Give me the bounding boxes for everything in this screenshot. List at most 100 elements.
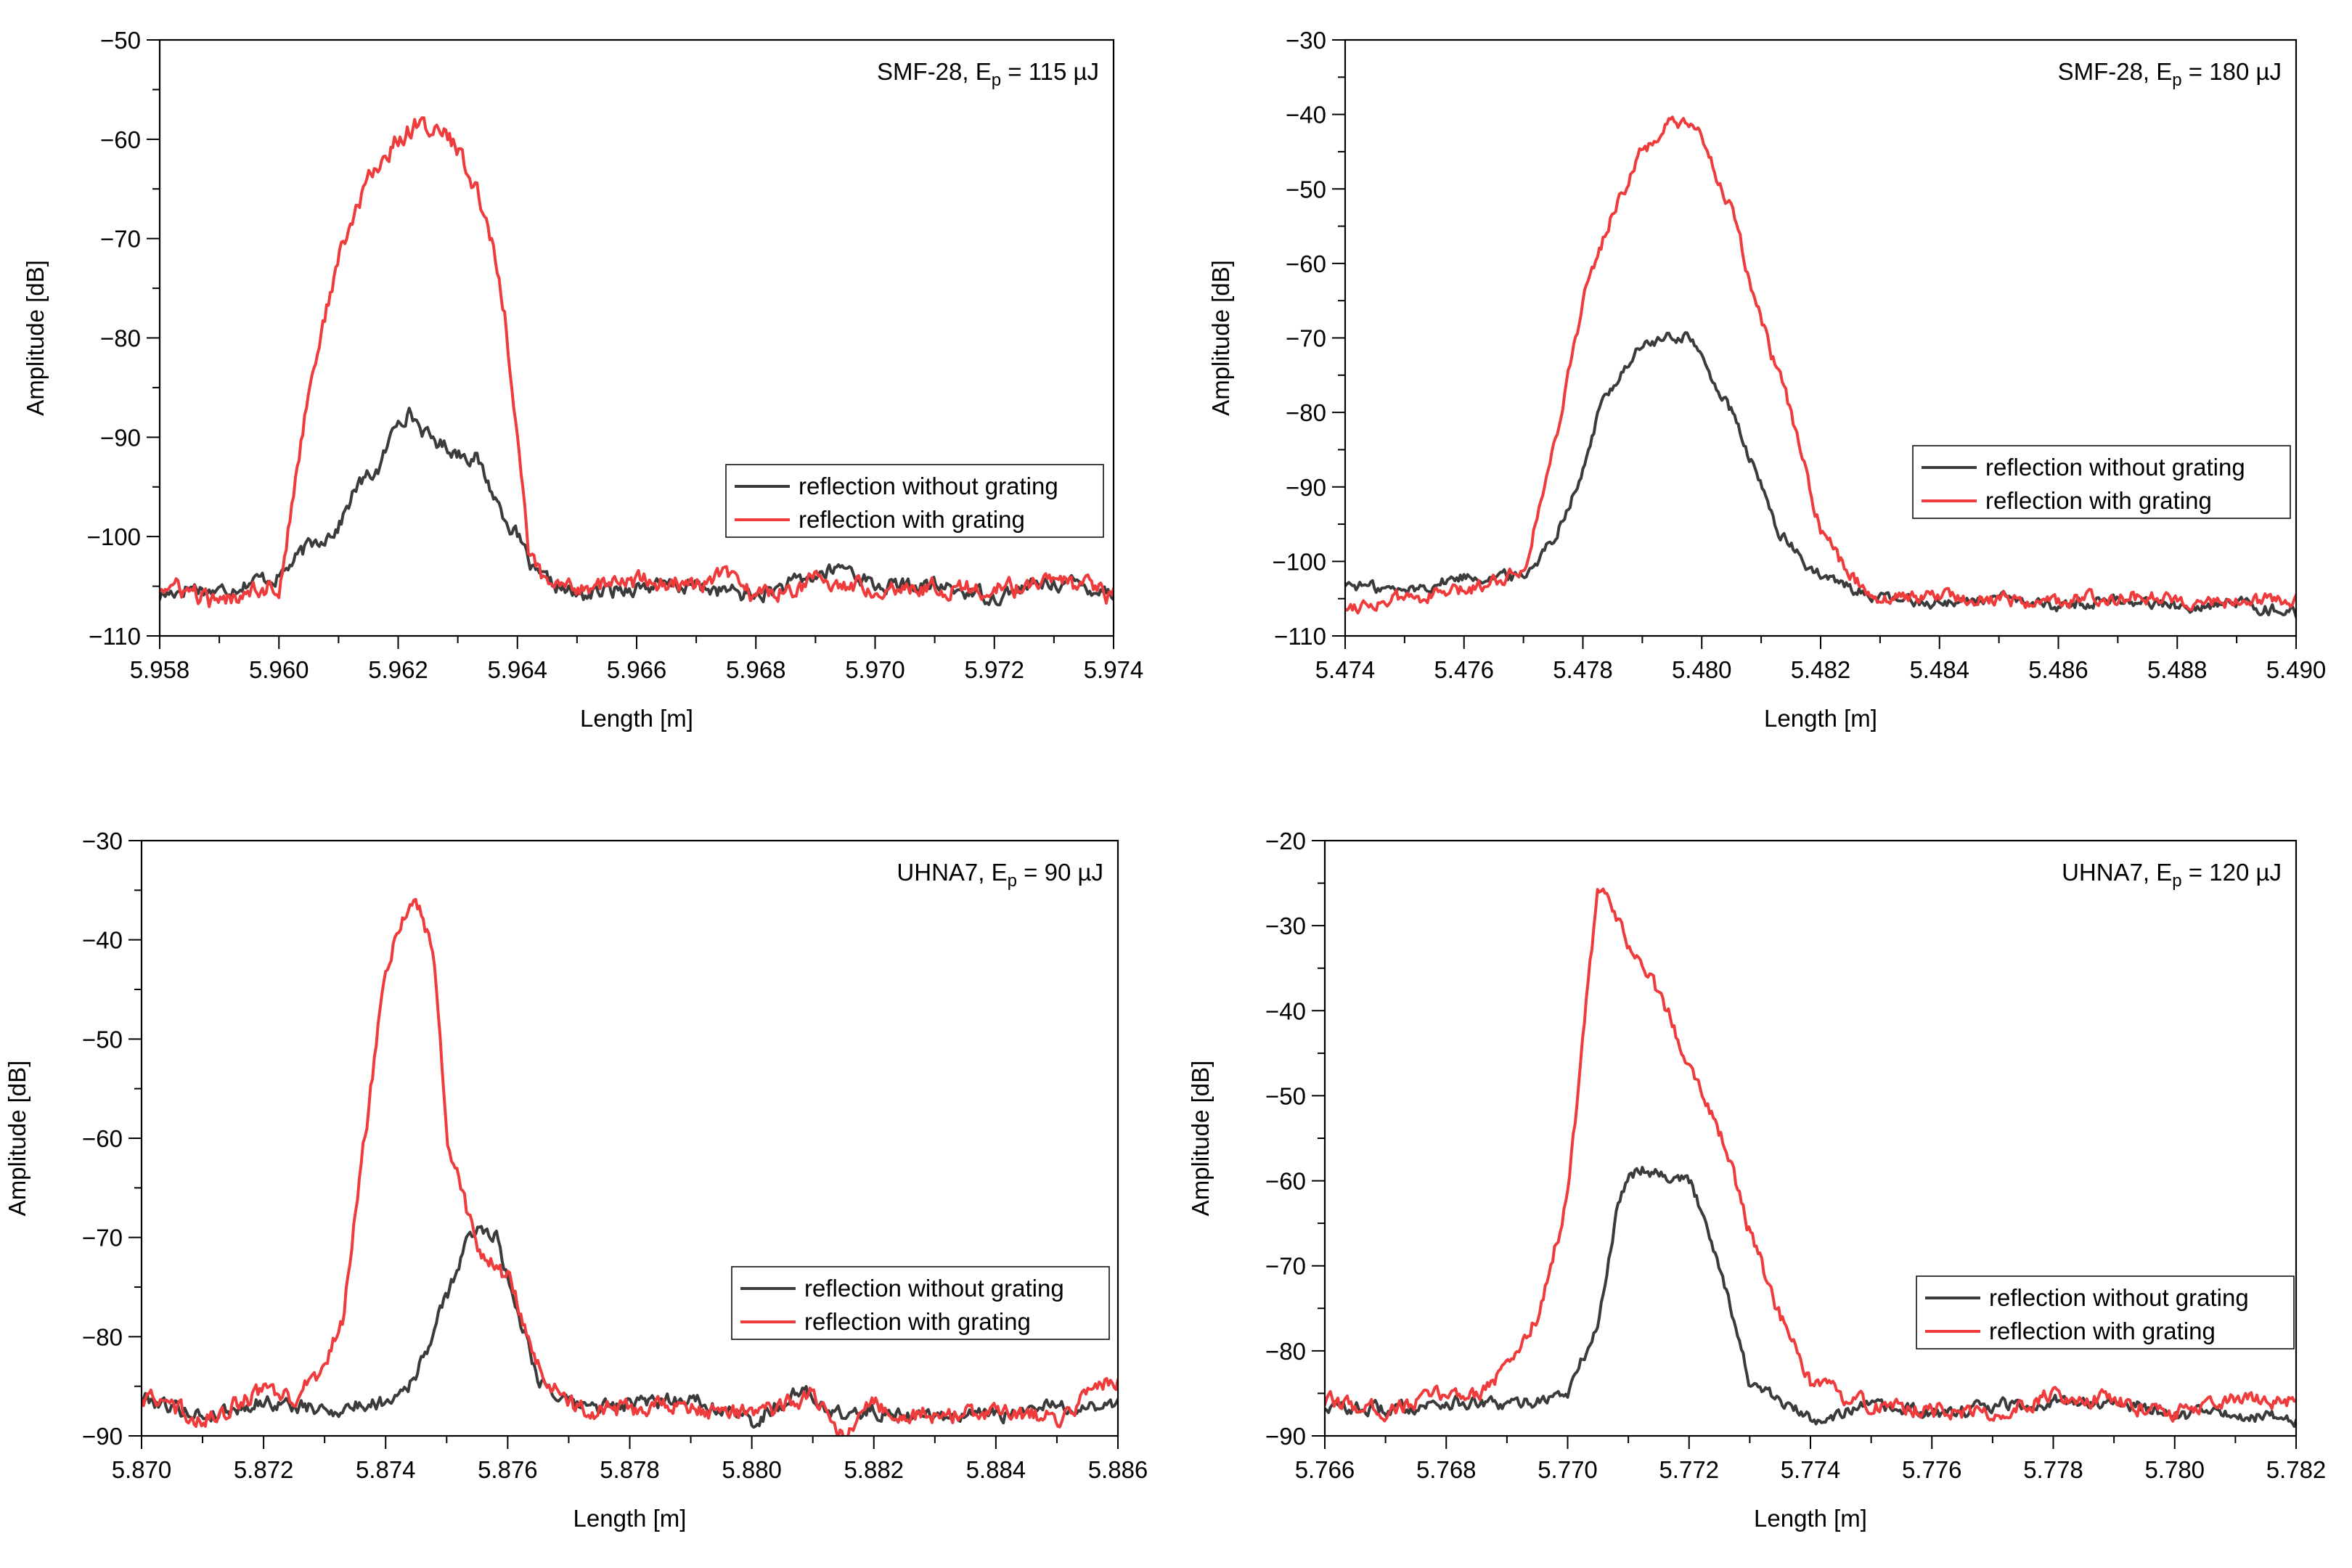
x-tick-label: 5.772 — [1659, 1456, 1719, 1483]
x-tick-label: 5.962 — [368, 656, 428, 683]
y-tick-label: −80 — [1265, 1338, 1306, 1365]
x-tick-label: 5.770 — [1538, 1456, 1598, 1483]
plot-frame — [1344, 38, 2298, 637]
y-tick-label: −110 — [89, 623, 141, 650]
y-tick-label: −100 — [87, 523, 141, 550]
x-tick-label: 5.778 — [2023, 1456, 2083, 1483]
y-tick-label: −60 — [82, 1125, 123, 1152]
legend-box — [1916, 1275, 2295, 1349]
y-axis-title: Amplitude [dB] — [1187, 1061, 1214, 1217]
x-tick-label: 5.480 — [1672, 656, 1732, 683]
x-axis-title: Length [m] — [1764, 705, 1877, 732]
annotation-subscript: p — [2172, 70, 2181, 90]
y-tick-label: −110 — [1274, 623, 1326, 650]
x-tick-label: 5.884 — [966, 1456, 1026, 1483]
x-tick-label: 5.882 — [844, 1456, 904, 1483]
y-axis-title: Amplitude [dB] — [1207, 260, 1234, 416]
y-tick-label: −60 — [1265, 1168, 1306, 1195]
x-tick-label: 5.478 — [1553, 656, 1613, 683]
y-tick-label: −40 — [1286, 102, 1326, 128]
x-tick-label: 5.768 — [1416, 1456, 1477, 1483]
x-tick-label: 5.488 — [2147, 656, 2208, 683]
y-tick-label: −40 — [82, 927, 123, 954]
x-tick-label: 5.876 — [478, 1456, 538, 1483]
y-tick-label: −30 — [82, 828, 123, 854]
x-tick-label: 5.474 — [1315, 656, 1376, 683]
x-tick-label: 5.490 — [2266, 656, 2327, 683]
legend-label: reflection with grating — [799, 506, 1025, 533]
chart-panel-4: 5.766 5.768 5.770 5.772 5.774 5.776 5.778 5.780… — [1187, 828, 2326, 1532]
annotation-main: UHNA7, E — [897, 859, 1007, 886]
x-tick-label: 5.880 — [722, 1456, 782, 1483]
x-tick-label: 5.486 — [2028, 656, 2088, 683]
legend-label: reflection with grating — [1985, 487, 2212, 514]
annotation-main: SMF-28, E — [2058, 58, 2173, 85]
y-tick-label: −90 — [100, 424, 141, 451]
x-tick-label: 5.782 — [2266, 1456, 2327, 1483]
x-tick-label: 5.972 — [964, 656, 1024, 683]
x-tick-label: 5.958 — [130, 656, 190, 683]
y-tick-label: −60 — [1286, 250, 1326, 277]
legend-label: reflection with grating — [804, 1308, 1031, 1335]
legend: reflection without grating reflection wit… — [731, 1266, 1110, 1340]
y-tick-label: −100 — [1273, 548, 1326, 575]
legend: reflection without grating reflection wit… — [1916, 1275, 2295, 1349]
legend-label: reflection without grating — [799, 473, 1058, 499]
annotation-value: = 180 µJ — [2182, 58, 2282, 85]
annotation-subscript: p — [1008, 871, 1017, 891]
panel-annotation: UHNA7, Ep = 90 µJ — [897, 859, 1103, 891]
y-tick-label: −40 — [1265, 997, 1306, 1024]
y-tick-label: −90 — [1286, 474, 1326, 501]
series-line-with-grating — [1345, 115, 2296, 615]
y-axis-title: Amplitude [dB] — [22, 260, 49, 416]
y-tick-label: −70 — [1286, 325, 1326, 352]
legend-box — [725, 464, 1104, 538]
x-tick-label: 5.966 — [607, 656, 667, 683]
x-tick-label: 5.874 — [356, 1456, 416, 1483]
x-tick-label: 5.482 — [1791, 656, 1851, 683]
x-tick-label: 5.484 — [1909, 656, 1969, 683]
x-tick-label: 5.886 — [1088, 1456, 1148, 1483]
y-tick-label: −90 — [82, 1423, 123, 1450]
annotation-subscript: p — [992, 70, 1001, 90]
y-tick-label: −30 — [1265, 912, 1306, 939]
x-tick-label: 5.872 — [234, 1456, 294, 1483]
y-tick-label: −90 — [1265, 1423, 1306, 1450]
annotation-main: SMF-28, E — [877, 58, 992, 85]
y-tick-label: −80 — [1286, 399, 1326, 426]
x-axis-title: Length [m] — [580, 705, 693, 732]
y-tick-label: −30 — [1286, 27, 1326, 54]
series-line-without-grating — [1325, 1166, 2296, 1428]
annotation-main: UHNA7, E — [2062, 859, 2172, 886]
x-tick-label: 5.766 — [1295, 1456, 1355, 1483]
panel-annotation: UHNA7, Ep = 120 µJ — [2062, 859, 2282, 891]
legend-label: reflection without grating — [1989, 1284, 2249, 1311]
annotation-value: = 90 µJ — [1017, 859, 1103, 886]
y-tick-label: −20 — [1265, 828, 1306, 854]
y-tick-label: −50 — [1286, 176, 1326, 203]
x-tick-label: 5.960 — [249, 656, 309, 683]
chart-panel-2: 5.474 5.476 5.478 5.480 5.482 5.484 5.486 5.488… — [1207, 27, 2326, 732]
chart-panel-3: 5.870 5.872 5.874 5.876 5.878 5.880 5.882 5.884… — [4, 828, 1148, 1532]
x-axis-title: Length [m] — [1754, 1505, 1867, 1532]
y-tick-label: −70 — [100, 226, 141, 253]
x-tick-label: 5.774 — [1781, 1456, 1841, 1483]
y-tick-label: −80 — [82, 1323, 123, 1350]
legend-box — [731, 1266, 1110, 1340]
series-line-with-grating — [1325, 887, 2296, 1423]
x-tick-label: 5.476 — [1434, 656, 1494, 683]
x-tick-label: 5.974 — [1084, 656, 1144, 683]
y-tick-label: −70 — [82, 1225, 123, 1251]
series-line-with-grating — [160, 116, 1114, 608]
y-tick-label: −50 — [1265, 1082, 1306, 1109]
x-tick-label: 5.970 — [845, 656, 905, 683]
plot-frame — [140, 839, 1119, 1437]
legend-label: reflection without grating — [804, 1275, 1064, 1302]
plot-frame — [158, 38, 1115, 637]
y-axis-title: Amplitude [dB] — [4, 1061, 30, 1217]
series-line-with-grating — [142, 898, 1118, 1436]
x-tick-label: 5.776 — [1902, 1456, 1962, 1483]
legend-label: reflection without grating — [1985, 454, 2245, 481]
panel-annotation: SMF-28, Ep = 115 µJ — [877, 58, 1099, 90]
